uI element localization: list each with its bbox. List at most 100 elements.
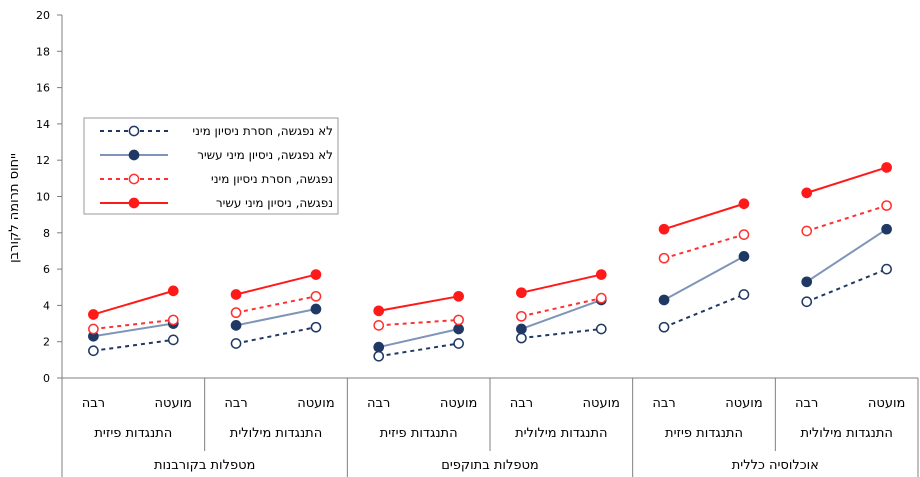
resistance-label: התנגדות מילולית: [230, 426, 322, 441]
data-point: [373, 341, 385, 353]
data-point: [373, 305, 385, 317]
y-tick-label: 2: [43, 336, 50, 349]
point-label: רבה: [224, 396, 247, 411]
data-point: [516, 310, 527, 322]
series-segment: [378, 318, 459, 327]
series-segment: [235, 308, 317, 327]
series-segment: [663, 255, 745, 301]
series-segment: [806, 166, 887, 194]
series-segment: [378, 328, 459, 349]
resistance-label: התנגדות מילולית: [800, 426, 892, 441]
data-point: [881, 223, 892, 235]
series-segment: [663, 293, 745, 329]
y-tick-label: 8: [43, 227, 50, 240]
data-point: [230, 320, 242, 331]
legend-swatch-marker: [128, 149, 140, 161]
data-point: [453, 290, 464, 302]
data-point: [373, 350, 385, 362]
legend-swatch-marker: [128, 125, 140, 137]
y-tick-label: 20: [36, 9, 50, 22]
point-label: מועטה: [868, 396, 905, 411]
legend-box: [83, 117, 339, 215]
legend-entry-label: נפגשה, חסרת ניסיון מיני: [211, 172, 333, 186]
series-segment: [806, 204, 887, 232]
data-point: [738, 229, 750, 240]
data-point: [595, 292, 607, 304]
y-tick-label: 10: [36, 191, 50, 204]
y-tick-label: 18: [36, 45, 50, 58]
point-label: רבה: [82, 396, 105, 411]
series-segment: [378, 342, 459, 358]
point-label: מועטה: [155, 396, 192, 411]
data-point: [167, 314, 179, 326]
series-1: [88, 263, 892, 362]
panel-label: אוכלוסיה כללית: [732, 458, 819, 473]
data-point: [310, 290, 322, 302]
resistance-label: התנגדות פיזית: [94, 426, 172, 441]
series-segment: [521, 297, 602, 318]
panel-label: מטפלות בתוקפים: [441, 458, 538, 473]
data-point: [658, 223, 670, 235]
legend-entry-label: לא נפגשה, חסרת ניסיון מיני: [192, 124, 333, 138]
point-label: מועטה: [583, 396, 620, 411]
data-point: [88, 309, 99, 320]
data-point: [310, 269, 322, 280]
series-segment: [378, 295, 459, 312]
resistance-label: התנגדות פיזית: [380, 426, 458, 441]
data-point: [881, 263, 892, 275]
data-point: [230, 289, 242, 300]
resistance-label: התנגדות פיזית: [665, 426, 743, 441]
legend-entry-label: לא נפגשה, ניסיון מיני עשיר: [197, 148, 333, 162]
series-segment: [663, 233, 745, 260]
point-label: רבה: [510, 396, 533, 411]
data-point: [230, 307, 242, 319]
data-point: [310, 321, 322, 333]
y-tick-label: 16: [36, 82, 50, 95]
legend-swatch-marker: [128, 197, 140, 209]
point-label: רבה: [795, 396, 818, 411]
series-segment: [663, 202, 745, 231]
legend-entry-label: נפגשה, ניסיון מיני עשיר: [216, 196, 333, 210]
series-segment: [235, 295, 317, 314]
series-3: [88, 200, 892, 335]
resistance-label: התנגדות מילולית: [515, 426, 607, 441]
data-point: [595, 269, 607, 280]
data-point: [801, 296, 813, 308]
data-point: [658, 252, 670, 264]
data-point: [516, 287, 527, 299]
data-point: [738, 198, 750, 210]
data-point: [801, 187, 813, 199]
y-tick-label: 12: [36, 154, 50, 167]
series-segment: [93, 338, 174, 352]
data-point: [516, 332, 527, 344]
data-point: [658, 294, 670, 306]
data-point: [453, 338, 464, 349]
series-segment: [235, 273, 317, 296]
data-point: [801, 225, 813, 237]
data-point: [453, 314, 464, 326]
data-point: [88, 323, 99, 335]
y-tick-label: 0: [43, 372, 50, 385]
data-point: [738, 251, 750, 262]
data-point: [167, 285, 179, 297]
data-point: [595, 323, 607, 335]
data-point: [88, 345, 99, 357]
series-segment: [521, 328, 602, 340]
data-point: [881, 162, 892, 173]
data-point: [658, 321, 670, 333]
series-segment: [93, 289, 174, 316]
data-marks: [88, 162, 892, 362]
data-point: [373, 320, 385, 331]
point-label: מועטה: [440, 396, 477, 411]
data-point: [167, 334, 179, 346]
data-point: [516, 323, 527, 335]
y-tick-label: 6: [43, 263, 50, 276]
data-point: [738, 289, 750, 300]
series-segment: [806, 268, 887, 303]
series-segment: [521, 299, 602, 330]
series-segment: [521, 273, 602, 294]
point-label: רבה: [367, 396, 390, 411]
panel-label: מטפלות בקורבנות: [154, 458, 255, 473]
series-4: [88, 162, 892, 320]
